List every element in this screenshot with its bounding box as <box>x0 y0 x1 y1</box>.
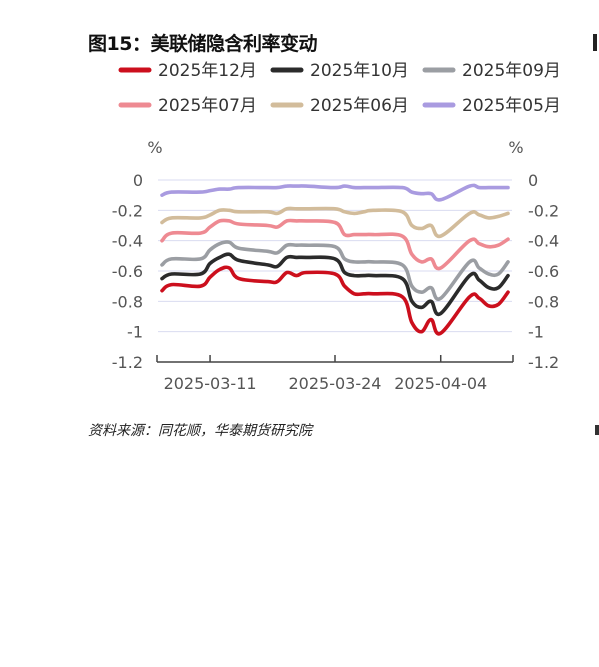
y-tick-label-left: -1.2 <box>112 353 143 372</box>
legend: 2025年12月 2025年10月 2025年09月 2025年07月 2025年06月… <box>118 61 561 116</box>
legend-label: 2025年10月 <box>310 61 409 81</box>
series-line <box>160 183 510 202</box>
y-unit-right: % <box>508 138 523 157</box>
y-tick-label-left: 0 <box>133 171 143 190</box>
legend-label: 2025年12月 <box>158 61 257 81</box>
y-unit-left: % <box>147 138 162 157</box>
figure-title: 图15：美联储隐含利率变动 <box>88 33 317 55</box>
series-line <box>160 265 510 336</box>
neighbor-source-edge <box>595 425 599 435</box>
series-lines <box>160 183 510 336</box>
legend-label: 2025年06月 <box>310 96 409 116</box>
series-line <box>160 240 510 302</box>
series-line <box>160 252 510 317</box>
legend-label: 2025年09月 <box>462 61 561 81</box>
x-tick-label: 2025-03-24 <box>289 374 382 393</box>
y-tick-label-right: -1 <box>528 323 544 342</box>
y-tick-label-right: -0.4 <box>528 232 559 251</box>
neighbor-figure-edge <box>593 34 597 51</box>
x-tick-label: 2025-03-11 <box>164 374 257 393</box>
y-tick-label-left: -1 <box>127 323 143 342</box>
x-tick-label: 2025-04-04 <box>394 374 487 393</box>
y-tick-label-right: 0 <box>528 171 538 190</box>
y-tick-label-right: -0.2 <box>528 201 559 220</box>
source-note: 资料来源：同花顺，华泰期货研究院 <box>88 423 312 439</box>
y-tick-label-left: -0.4 <box>112 232 143 251</box>
series-line <box>160 206 510 239</box>
legend-label: 2025年05月 <box>462 96 561 116</box>
y-tick-label-left: -0.8 <box>112 292 143 311</box>
y-tick-label-right: -0.6 <box>528 262 559 281</box>
legend-label: 2025年07月 <box>158 96 257 116</box>
grid: 0 0 -0.2 -0.2 -0.4 -0.4 -0.6 -0.6 -0.8 -0.8 -1 -1 -1… <box>112 171 559 372</box>
y-tick-label-right: -0.8 <box>528 292 559 311</box>
y-tick-label-left: -0.2 <box>112 201 143 220</box>
axes: 2025-03-11 2025-03-24 2025-04-04 <box>156 355 514 393</box>
y-tick-label-right: -1.2 <box>528 353 559 372</box>
series-line <box>160 218 510 271</box>
y-tick-label-left: -0.6 <box>112 262 143 281</box>
